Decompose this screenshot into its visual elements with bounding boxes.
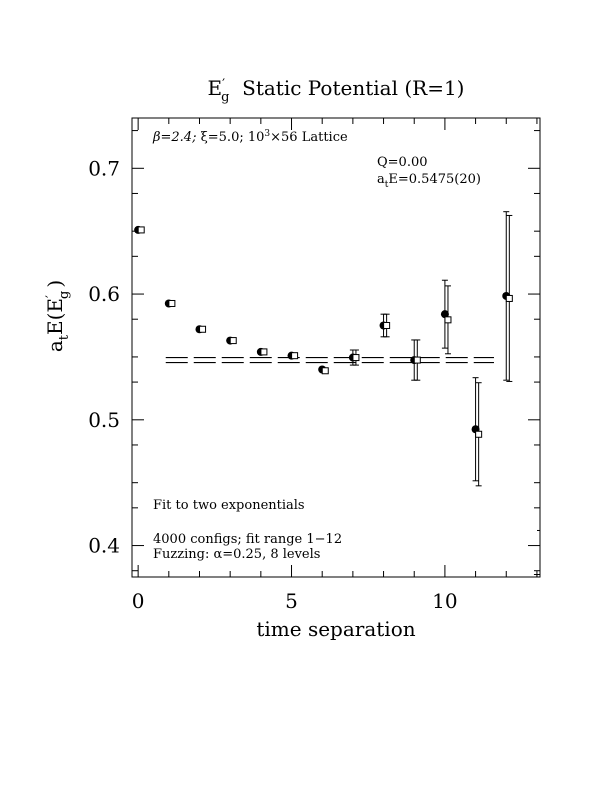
x-tick-labels: 0 5 10	[132, 589, 458, 613]
data-point-square	[352, 354, 360, 362]
x-axis-label: time separation	[256, 617, 415, 641]
lattice-annotation: β=2.4; ξ=5.0; 103×56 Lattice	[152, 129, 348, 145]
y-tick-labels: 0.4 0.5 0.6 0.7	[88, 156, 120, 557]
data-point-square	[137, 226, 145, 234]
data-point-square	[199, 325, 207, 333]
fit-result-a: a	[377, 172, 385, 187]
lattice-size: 10	[248, 130, 265, 145]
configs-annotation: 4000 configs; fit range 1−12	[153, 532, 342, 547]
chart-title-prime: ′	[222, 77, 225, 92]
x-tick-label: 10	[432, 589, 457, 613]
fuzzing-annotation: Fuzzing: α=0.25, 8 levels	[153, 547, 320, 562]
fit-band	[165, 357, 494, 364]
chart-title-sub: g	[221, 90, 229, 105]
x-tick-label: 5	[285, 589, 298, 613]
fit-result-a-sub: t	[385, 180, 389, 190]
data-point-square	[321, 367, 329, 375]
data-point-square	[475, 430, 483, 438]
data-point-square	[505, 294, 513, 302]
chart-title-main: E	[208, 76, 223, 100]
data-point-square	[291, 352, 299, 360]
y-tick-label: 0.4	[88, 534, 120, 558]
y-tick-label: 0.7	[88, 156, 120, 180]
y-label-mid: E(E	[43, 298, 67, 335]
y-axis-label: atE(E′g)	[43, 280, 72, 352]
chart-title: E′ g Static Potential (R=1)	[208, 76, 465, 105]
data-point-square	[444, 316, 452, 324]
chart-title-rest: Static Potential (R=1)	[229, 76, 464, 100]
data-point-square	[229, 337, 237, 345]
x-tick-label: 0	[132, 589, 145, 613]
fit-result-value: E=0.5475(20)	[388, 172, 481, 187]
data-point-circle	[533, 579, 541, 587]
data-point-square	[383, 321, 391, 329]
data-points	[134, 211, 543, 587]
beta-value: β=2.4;	[152, 130, 201, 145]
fit-result-annotation: atE=0.5475(20)	[377, 172, 481, 190]
data-point-square	[413, 356, 421, 364]
y-label-a: a	[43, 340, 67, 352]
data-point-square	[260, 348, 268, 356]
y-label-a-sub: t	[57, 334, 72, 340]
y-tick-label: 0.6	[88, 282, 120, 306]
data-point-square	[537, 580, 543, 586]
data-point-square	[168, 299, 176, 307]
lattice-size-rest: ×56 Lattice	[270, 130, 348, 145]
plot-frame	[131, 117, 541, 578]
data-point-circle	[440, 310, 449, 319]
lattice-size-sup: 3	[264, 129, 270, 139]
axis-ticks	[132, 118, 540, 577]
y-tick-label: 0.5	[88, 408, 120, 432]
y-label-prime: ′	[44, 295, 59, 298]
q-annotation: Q=0.00	[377, 155, 428, 170]
y-label-sub: g	[57, 291, 72, 299]
y-label-end: )	[43, 280, 67, 288]
fit-type-annotation: Fit to two exponentials	[153, 498, 305, 513]
xi-value: ξ=5.0;	[201, 130, 248, 145]
